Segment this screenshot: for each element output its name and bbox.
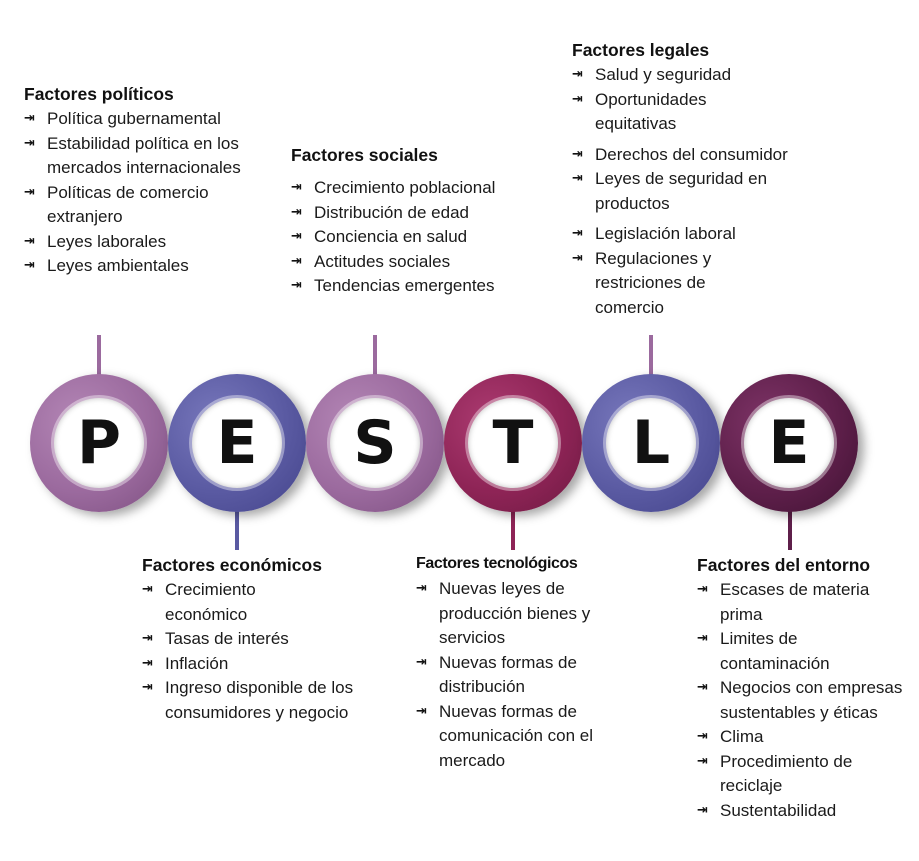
- arrow-icon: ⇥: [24, 135, 35, 151]
- list-item: ⇥ Escases de materia prima: [697, 580, 870, 624]
- title-entorno: Factores del entorno: [697, 555, 871, 575]
- letter-l: L: [606, 398, 696, 488]
- title-legales: Factores legales: [572, 40, 710, 60]
- letter-t: T: [468, 398, 558, 488]
- connector-tecnologicos: [511, 508, 515, 550]
- arrow-icon: ⇥: [416, 703, 427, 719]
- list-item: ⇥ Negocios con empresas sustentables y ét…: [697, 678, 903, 722]
- list-item: ⇥ Distribución de edad: [291, 201, 531, 226]
- list-item: ⇥ Estabilidad política en los mercados in…: [24, 133, 241, 178]
- arrow-icon: ⇥: [24, 111, 35, 126]
- circle-p: P: [30, 374, 168, 512]
- list-item: ⇥ Nuevas formas de comunicación con el me…: [416, 701, 594, 770]
- list-item: ⇥ Leyes de seguridad en productos: [572, 169, 768, 213]
- list-item: ⇥ Tasas de interés: [142, 627, 357, 652]
- circle-l: L: [582, 374, 720, 512]
- list-item: ⇥ Actitudes sociales: [291, 250, 531, 275]
- arrow-icon: ⇥: [572, 171, 583, 186]
- list-item: ⇥ Nuevas formas de distribución: [416, 652, 577, 697]
- block-sociales: Factores sociales ⇥ Crecimiento poblacion…: [291, 145, 531, 299]
- arrow-icon: ⇥: [572, 226, 583, 241]
- circle-t: T: [444, 374, 582, 512]
- connector-entorno: [788, 508, 792, 550]
- list-item: ⇥ Derechos del consumidor: [572, 143, 822, 168]
- list-item: ⇥ Leyes laborales: [24, 230, 244, 255]
- circle-e-economic: E: [168, 374, 306, 512]
- list-item: ⇥ Política gubernamental: [24, 107, 244, 132]
- title-politicos: Factores políticos: [24, 84, 174, 104]
- arrow-icon: ⇥: [416, 654, 427, 670]
- letter-p: P: [54, 398, 144, 488]
- arrow-icon: ⇥: [416, 581, 427, 596]
- block-tecnologicos: Factores tecnológicos ⇥ Nuevas leyes de p…: [416, 555, 631, 773]
- letter-e-economic: E: [192, 398, 282, 488]
- title-economicos: Factores económicos: [142, 555, 322, 575]
- arrow-icon: ⇥: [291, 278, 302, 293]
- arrow-icon: ⇥: [142, 582, 153, 597]
- connector-economicos: [235, 508, 239, 550]
- circle-s: S: [306, 374, 444, 512]
- arrow-icon: ⇥: [697, 802, 708, 818]
- block-entorno: Factores del entorno ⇥ Escases de materia…: [697, 555, 912, 823]
- list-item: ⇥ Crecimiento económico: [142, 580, 256, 624]
- connector-politicos: [97, 335, 101, 377]
- arrow-icon: ⇥: [142, 631, 153, 646]
- block-politicos: Factores políticos ⇥ Política gubernament…: [24, 84, 244, 279]
- list-item: ⇥ Conciencia en salud: [291, 225, 531, 250]
- arrow-icon: ⇥: [697, 680, 708, 695]
- list-item: ⇥ Clima: [697, 725, 912, 750]
- list-item: ⇥ Políticas de comercio extranjero: [24, 182, 209, 227]
- list-item: ⇥ Nuevas leyes de producción bienes y ser…: [416, 579, 591, 647]
- title-sociales: Factores sociales: [291, 145, 438, 165]
- list-item: ⇥ Legislación laboral: [572, 222, 822, 247]
- arrow-icon: ⇥: [572, 91, 583, 107]
- arrow-icon: ⇥: [291, 253, 302, 269]
- list-item: ⇥ Limites de contaminación: [697, 629, 830, 673]
- arrow-icon: ⇥: [24, 184, 35, 200]
- circle-e-environment: E: [720, 374, 858, 512]
- list-item: ⇥ Inflación: [142, 652, 357, 677]
- list-item: ⇥ Salud y seguridad: [572, 63, 822, 88]
- connector-sociales: [373, 335, 377, 377]
- list-item: ⇥ Procedimiento de reciclaje: [697, 751, 853, 796]
- arrow-icon: ⇥: [697, 582, 708, 597]
- arrow-icon: ⇥: [291, 204, 302, 220]
- list-item: ⇥ Tendencias emergentes: [291, 274, 531, 299]
- arrow-icon: ⇥: [572, 146, 583, 162]
- arrow-icon: ⇥: [291, 180, 302, 195]
- list-item: ⇥ Leyes ambientales: [24, 254, 244, 279]
- arrow-icon: ⇥: [142, 655, 153, 671]
- list-item: ⇥ Oportunidades equitativas: [572, 89, 707, 134]
- arrow-icon: ⇥: [697, 753, 708, 769]
- letter-s: S: [330, 398, 420, 488]
- arrow-icon: ⇥: [572, 250, 583, 266]
- arrow-icon: ⇥: [291, 229, 302, 244]
- arrow-icon: ⇥: [24, 258, 35, 273]
- arrow-icon: ⇥: [697, 729, 708, 744]
- letter-e-environment: E: [744, 398, 834, 488]
- block-legales: Factores legales ⇥ Salud y seguridad ⇥ Opo…: [572, 40, 822, 320]
- block-economicos: Factores económicos ⇥ Crecimiento económi…: [142, 555, 357, 725]
- list-item: ⇥ Sustentabilidad: [697, 799, 912, 824]
- arrow-icon: ⇥: [572, 67, 583, 82]
- list-item: ⇥ Crecimiento poblacional: [291, 176, 531, 201]
- connector-legales: [649, 335, 653, 377]
- arrow-icon: ⇥: [697, 631, 708, 646]
- arrow-icon: ⇥: [142, 680, 153, 695]
- arrow-icon: ⇥: [24, 233, 35, 249]
- list-item: ⇥ Ingreso disponible de los consumidores …: [142, 678, 354, 722]
- list-item: ⇥ Regulaciones y restriciones de comercio: [572, 248, 712, 317]
- title-tecnologicos: Factores tecnológicos: [416, 555, 578, 572]
